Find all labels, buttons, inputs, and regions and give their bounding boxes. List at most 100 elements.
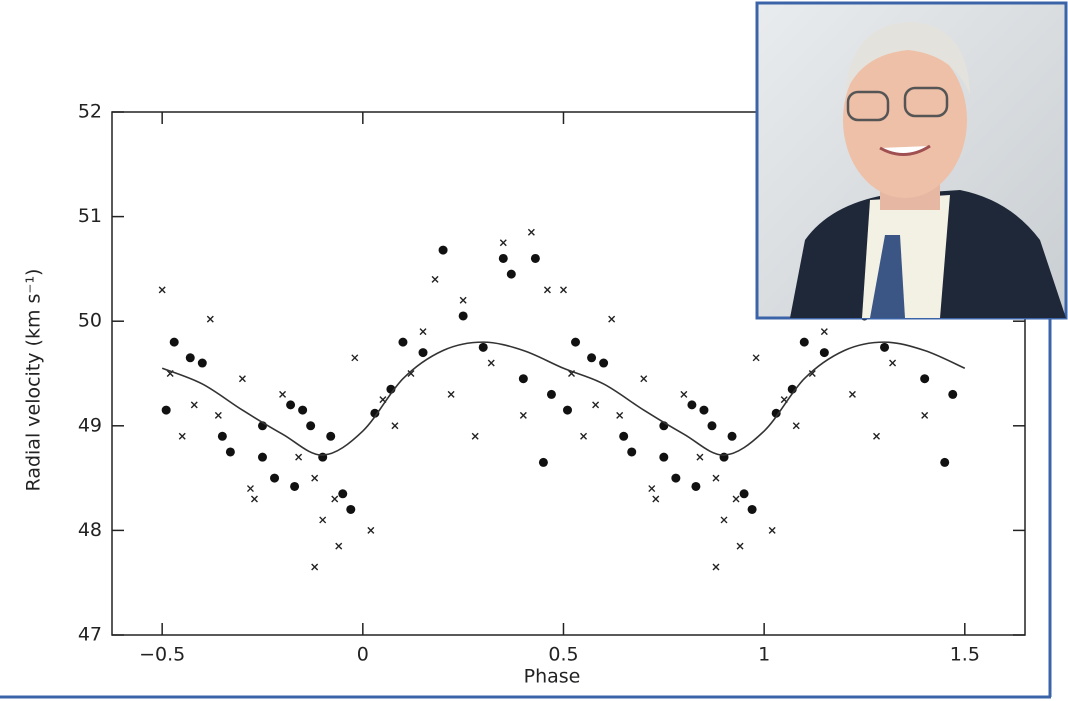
x-tick-label: −0.5	[139, 644, 185, 666]
data-point	[169, 337, 179, 347]
data-point	[418, 348, 428, 358]
cross-point	[736, 542, 744, 550]
cross-point	[712, 563, 720, 571]
cross-point	[487, 359, 495, 367]
data-point	[799, 337, 809, 347]
data-point	[346, 504, 356, 514]
cross-point	[419, 328, 427, 336]
cross-point	[447, 390, 455, 398]
cross-point	[696, 453, 704, 461]
y-tick-label: 50	[78, 310, 102, 332]
y-tick-label: 49	[78, 414, 102, 436]
cross-point	[206, 315, 214, 323]
data-point	[438, 245, 448, 255]
cross-point	[499, 239, 507, 247]
cross-point	[158, 286, 166, 294]
cross-point	[351, 354, 359, 362]
x-tick-label: 0.5	[548, 644, 578, 666]
data-point	[478, 342, 488, 352]
cross-point	[792, 422, 800, 430]
cross-point	[214, 411, 222, 419]
data-point	[619, 431, 629, 441]
plot-frame	[111, 111, 1026, 636]
data-point	[880, 342, 890, 352]
data-point	[338, 489, 348, 499]
cross-point	[616, 411, 624, 419]
data-point	[699, 405, 709, 415]
plot-area: −0.5 0 0.5 1 1.5 47 48 49 50 51 52	[78, 101, 1025, 666]
cross-point	[580, 432, 588, 440]
data-point	[370, 408, 380, 418]
cross-point	[295, 453, 303, 461]
data-point	[257, 452, 267, 462]
cross-point	[250, 495, 258, 503]
cross-point	[519, 411, 527, 419]
cross-point	[279, 390, 287, 398]
cross-point	[808, 370, 816, 377]
cross-point	[608, 315, 616, 323]
data-point	[185, 353, 195, 363]
y-tick-label: 48	[78, 519, 102, 541]
portrait-photo	[755, 1, 1068, 320]
cross-point	[652, 495, 660, 503]
data-point	[747, 504, 757, 514]
cross-point	[720, 516, 728, 524]
cross-point	[680, 390, 688, 398]
cross-point	[712, 474, 720, 482]
data-point	[518, 374, 528, 384]
x-tick-label: 1	[758, 644, 770, 666]
data-point	[687, 400, 697, 410]
hair	[845, 22, 970, 95]
y-axis-label: Radial velocity (km s⁻¹)	[23, 269, 45, 492]
data-point	[571, 337, 581, 347]
data-point	[627, 447, 637, 457]
data-point	[161, 405, 171, 415]
data-point	[270, 473, 280, 483]
cross-point	[559, 286, 567, 294]
data-point	[771, 408, 781, 418]
cross-point	[889, 359, 897, 367]
data-point	[819, 348, 829, 358]
data-point	[727, 431, 737, 441]
data-point	[290, 481, 300, 491]
cross-point	[431, 275, 439, 283]
glasses	[846, 90, 890, 122]
cross-point	[407, 370, 415, 377]
cross-point	[732, 495, 740, 503]
model-curve	[161, 341, 966, 456]
data-point	[538, 457, 548, 467]
cross-point	[848, 390, 856, 398]
cross-point	[311, 474, 319, 482]
tie	[870, 235, 905, 318]
data-point	[398, 337, 408, 347]
cross-point	[335, 542, 343, 550]
y-tick-label: 51	[78, 205, 102, 227]
data-point	[562, 405, 572, 415]
smile	[879, 144, 931, 156]
cross-point	[543, 286, 551, 294]
x-axis-label: Phase	[524, 666, 581, 688]
cross-point	[238, 375, 246, 383]
data-point	[948, 389, 958, 399]
data-point	[940, 457, 950, 467]
data-point	[298, 405, 308, 415]
data-point	[739, 489, 749, 499]
data-point	[691, 481, 701, 491]
data-point	[546, 389, 556, 399]
data-point	[920, 374, 930, 384]
data-point	[197, 358, 207, 368]
data-point	[599, 358, 609, 368]
cross-point	[190, 401, 198, 409]
cross-point	[921, 411, 929, 419]
data-point	[458, 311, 468, 321]
data-point	[306, 421, 316, 431]
cross-point	[246, 485, 254, 493]
data-point	[659, 452, 669, 462]
cross-point	[768, 526, 776, 534]
cross-point	[391, 422, 399, 430]
data-point	[530, 253, 540, 263]
y-tick-label: 52	[78, 101, 102, 123]
y-tick-label: 47	[78, 624, 102, 646]
cross-point	[527, 228, 535, 236]
